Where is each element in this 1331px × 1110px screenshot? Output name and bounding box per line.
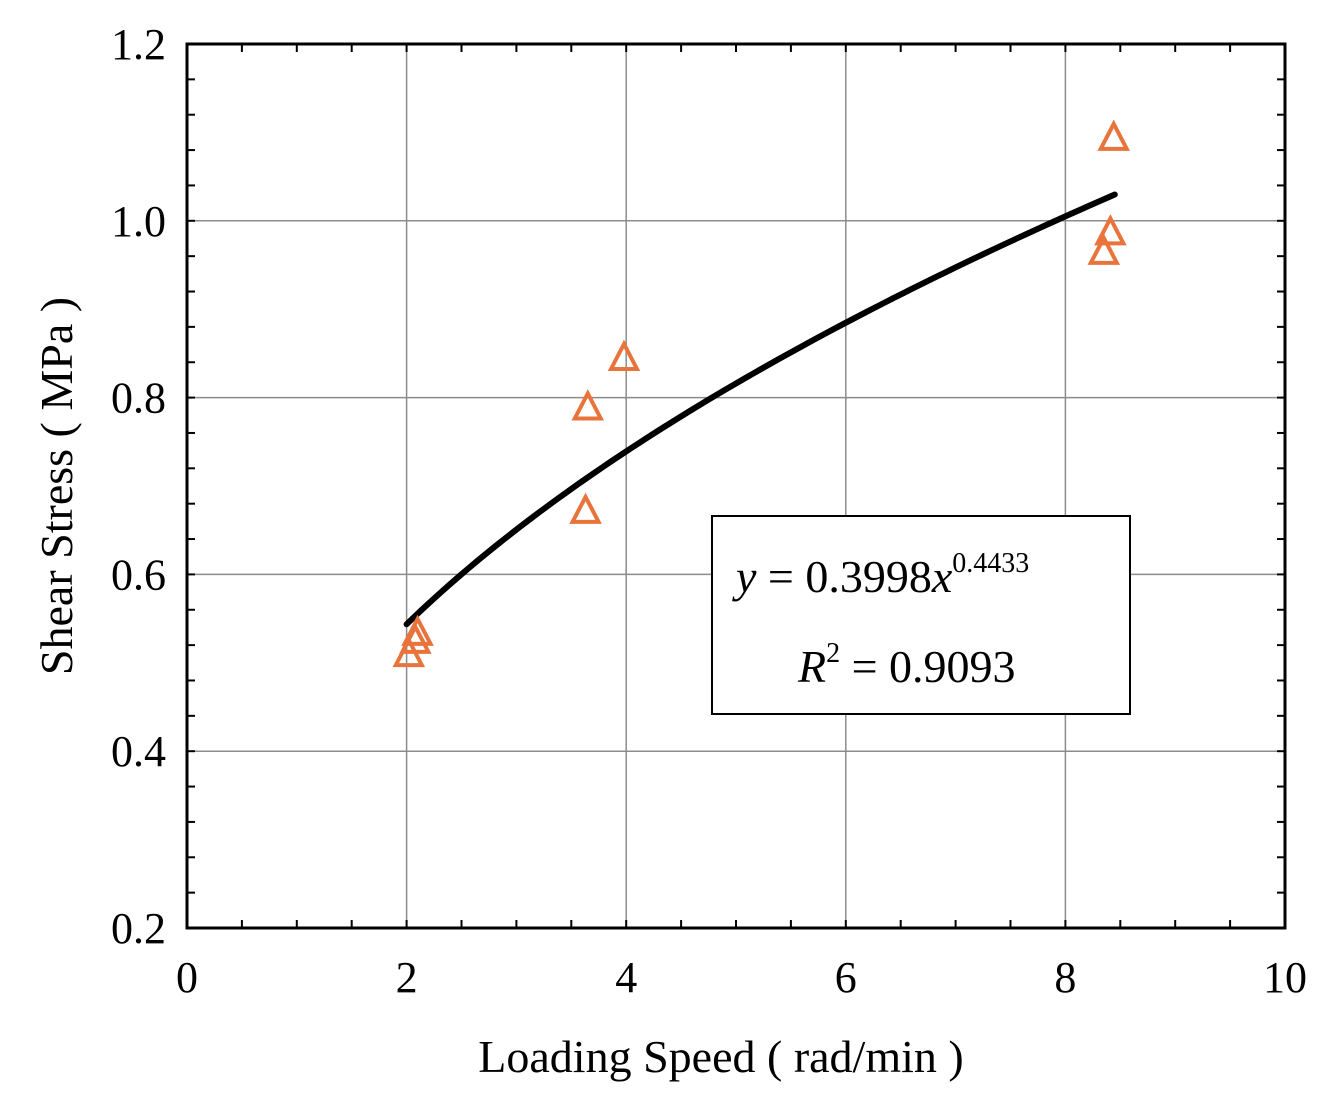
y-tick-label-0: 0.2 <box>111 904 166 953</box>
data-point-0-6 <box>1087 233 1121 265</box>
r-squared: R2 = 0.9093 <box>797 638 1016 692</box>
r-squared-exponent: 2 <box>826 638 840 669</box>
data-point-0-8 <box>1097 119 1131 151</box>
data-point-0-3 <box>569 492 602 524</box>
data-point-0-4 <box>571 389 605 421</box>
y-tick-label-1: 0.4 <box>111 727 166 776</box>
y-tick-label-5: 1.2 <box>111 20 166 69</box>
fit-equation: y = 0.3998x0.4433 <box>732 548 1029 602</box>
data-point-0-7 <box>1094 214 1127 246</box>
x-tick-label-5: 10 <box>1263 953 1307 1002</box>
equation-coefficient: = 0.3998 <box>756 551 931 602</box>
fit-layer <box>403 191 1118 628</box>
x-tick-label-1: 2 <box>396 953 418 1002</box>
r-squared-variable: R <box>797 641 826 692</box>
data-point-0-2 <box>401 614 434 646</box>
equation-lhs: y <box>732 551 757 602</box>
x-tick-label-3: 6 <box>835 953 857 1002</box>
y-tick-label-4: 1.0 <box>111 197 166 246</box>
equation-variable: x <box>931 551 953 602</box>
y-tick-label-3: 0.8 <box>111 374 166 423</box>
x-axis-label: Loading Speed ( rad/min ) <box>478 1031 963 1082</box>
data-point-0-5 <box>607 339 641 371</box>
y-axis-label: Shear Stress ( MPa ) <box>31 297 82 675</box>
x-tick-label-2: 4 <box>615 953 637 1002</box>
y-tick-label-2: 0.6 <box>111 550 166 599</box>
fit-curve <box>403 191 1118 628</box>
x-tick-label-0: 0 <box>176 953 198 1002</box>
plot-frame <box>185 42 1287 930</box>
x-tick-label-4: 8 <box>1054 953 1076 1002</box>
equation-exponent: 0.4433 <box>952 548 1029 579</box>
y-tick-labels: 0.2 0.4 0.6 0.8 1.0 1.2 <box>111 20 166 953</box>
equation-box: y = 0.3998x0.4433 R2 = 0.9093 <box>711 515 1131 715</box>
x-tick-labels: 0 2 4 6 8 10 <box>176 953 1307 1002</box>
data-points <box>392 119 1131 668</box>
equation-box-border <box>711 515 1131 715</box>
r-squared-value: = 0.9093 <box>840 641 1015 692</box>
